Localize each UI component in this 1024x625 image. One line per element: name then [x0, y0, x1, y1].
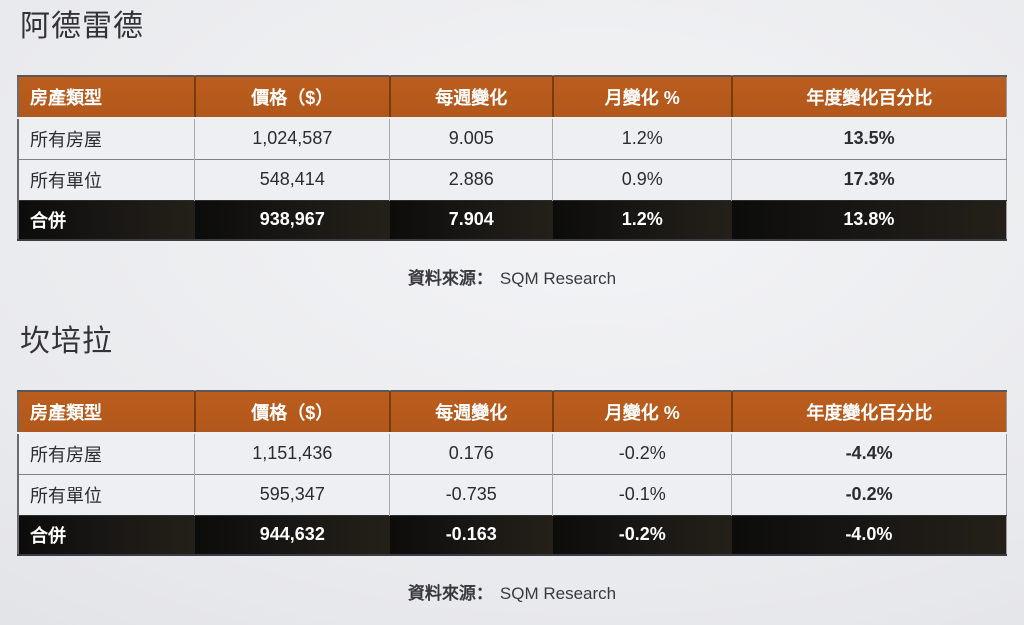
source-label: 資料來源：: [407, 584, 493, 603]
source-value: SQM Research: [499, 269, 617, 288]
cell-weekly-change: -0.163: [389, 514, 553, 555]
cell-property-type: 合併: [18, 199, 195, 240]
source-line: 資料來源： SQM Research: [17, 268, 1007, 289]
col-header-monthly-change: 月變化 %: [551, 76, 732, 119]
section-title: 坎培拉: [20, 325, 113, 358]
property-price-table: 房產類型 價格（$） 每週變化 月變化 % 年度變化百分比 所有房屋 1,024…: [17, 75, 1007, 241]
col-header-weekly-change: 每週變化: [388, 391, 553, 434]
source-line: 資料來源： SQM Research: [17, 583, 1007, 604]
page-content: 阿德雷德 房產類型 價格（$） 每週變化 月變化 % 年度變化百分比 所有房屋 …: [17, 10, 1024, 604]
cell-monthly-change: 1.2%: [552, 199, 732, 240]
col-header-price: 價格（$）: [193, 76, 390, 119]
cell-weekly-change: -0.735: [389, 473, 553, 515]
cell-monthly-change: -0.2%: [552, 514, 732, 555]
cell-property-type: 所有單位: [18, 158, 195, 200]
city-section-adelaide: 阿德雷德 房產類型 價格（$） 每週變化 月變化 % 年度變化百分比 所有房屋 …: [17, 10, 1024, 289]
cell-weekly-change: 9.005: [389, 118, 553, 159]
cell-property-type: 所有房屋: [18, 118, 195, 159]
col-header-annual-change: 年度變化百分比: [730, 76, 1007, 119]
cell-price: 938,967: [194, 199, 390, 240]
col-header-price: 價格（$）: [193, 391, 390, 434]
col-header-monthly-change: 月變化 %: [551, 391, 732, 434]
table-row: 所有單位 548,414 2.886 0.9% 17.3%: [18, 158, 1007, 200]
cell-weekly-change: 7.904: [389, 199, 553, 240]
cell-annual-change: -0.2%: [731, 473, 1007, 515]
cell-monthly-change: 0.9%: [552, 158, 732, 200]
cell-annual-change: -4.0%: [731, 514, 1007, 555]
cell-weekly-change: 2.886: [389, 158, 553, 200]
cell-annual-change: 17.3%: [731, 158, 1007, 200]
section-title: 阿德雷德: [20, 10, 144, 43]
property-price-table: 房產類型 價格（$） 每週變化 月變化 % 年度變化百分比 所有房屋 1,151…: [17, 390, 1007, 556]
cell-monthly-change: -0.2%: [552, 433, 732, 474]
table-row: 所有房屋 1,024,587 9.005 1.2% 13.5%: [18, 118, 1007, 159]
cell-weekly-change: 0.176: [389, 433, 553, 474]
table-header-row: 房產類型 價格（$） 每週變化 月變化 % 年度變化百分比: [18, 391, 1007, 434]
table-row: 所有單位 595,347 -0.735 -0.1% -0.2%: [18, 473, 1007, 515]
cell-price: 548,414: [194, 158, 390, 200]
table-row: 所有房屋 1,151,436 0.176 -0.2% -4.4%: [18, 433, 1007, 474]
cell-price: 1,151,436: [194, 433, 390, 474]
col-header-annual-change: 年度變化百分比: [730, 391, 1007, 434]
cell-property-type: 所有房屋: [18, 433, 195, 474]
cell-annual-change: 13.5%: [731, 118, 1007, 159]
cell-monthly-change: 1.2%: [552, 118, 732, 159]
col-header-property-type: 房產類型: [18, 76, 195, 119]
total-row: 合併 938,967 7.904 1.2% 13.8%: [18, 199, 1007, 240]
source-label: 資料來源：: [407, 269, 493, 288]
col-header-weekly-change: 每週變化: [388, 76, 553, 119]
cell-price: 595,347: [194, 473, 390, 515]
cell-price: 1,024,587: [194, 118, 390, 159]
cell-price: 944,632: [194, 514, 390, 555]
cell-property-type: 合併: [18, 514, 195, 555]
cell-annual-change: -4.4%: [731, 433, 1007, 474]
cell-annual-change: 13.8%: [731, 199, 1007, 240]
cell-monthly-change: -0.1%: [552, 473, 732, 515]
col-header-property-type: 房產類型: [18, 391, 195, 434]
cell-property-type: 所有單位: [18, 473, 195, 515]
total-row: 合併 944,632 -0.163 -0.2% -4.0%: [18, 514, 1007, 555]
city-section-canberra: 坎培拉 房產類型 價格（$） 每週變化 月變化 % 年度變化百分比 所有房屋 1…: [17, 325, 1024, 604]
source-value: SQM Research: [499, 584, 617, 603]
table-header-row: 房產類型 價格（$） 每週變化 月變化 % 年度變化百分比: [18, 76, 1007, 119]
